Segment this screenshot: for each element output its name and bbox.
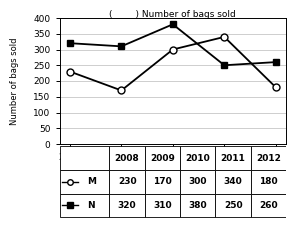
- Bar: [180, 194, 215, 217]
- Text: 2011: 2011: [221, 153, 246, 162]
- Bar: [180, 146, 215, 170]
- Text: 2009: 2009: [150, 153, 175, 162]
- Bar: [145, 146, 180, 170]
- Text: 2012: 2012: [256, 153, 281, 162]
- Text: 170: 170: [153, 177, 172, 186]
- Bar: [60, 170, 109, 194]
- Text: 260: 260: [259, 201, 278, 210]
- Text: N: N: [87, 201, 94, 210]
- Text: 230: 230: [118, 177, 136, 186]
- Bar: [109, 194, 145, 217]
- Text: 250: 250: [224, 201, 242, 210]
- Text: 380: 380: [188, 201, 207, 210]
- Bar: [60, 146, 109, 170]
- Bar: [109, 146, 145, 170]
- Bar: [109, 170, 145, 194]
- Y-axis label: Number of bags sold: Number of bags sold: [10, 37, 19, 125]
- Text: 340: 340: [224, 177, 243, 186]
- Text: 310: 310: [153, 201, 172, 210]
- Bar: [145, 170, 180, 194]
- Bar: [215, 146, 251, 170]
- Text: (        ) Number of bags sold: ( ) Number of bags sold: [109, 10, 236, 19]
- Text: 320: 320: [118, 201, 136, 210]
- Text: 180: 180: [259, 177, 278, 186]
- Text: 2010: 2010: [185, 153, 210, 162]
- Text: 300: 300: [189, 177, 207, 186]
- Bar: [251, 146, 286, 170]
- Text: M: M: [87, 177, 96, 186]
- Bar: [215, 170, 251, 194]
- Bar: [215, 194, 251, 217]
- Bar: [251, 170, 286, 194]
- Bar: [180, 170, 215, 194]
- Bar: [60, 194, 109, 217]
- Bar: [251, 194, 286, 217]
- Text: 2008: 2008: [115, 153, 139, 162]
- Bar: [145, 194, 180, 217]
